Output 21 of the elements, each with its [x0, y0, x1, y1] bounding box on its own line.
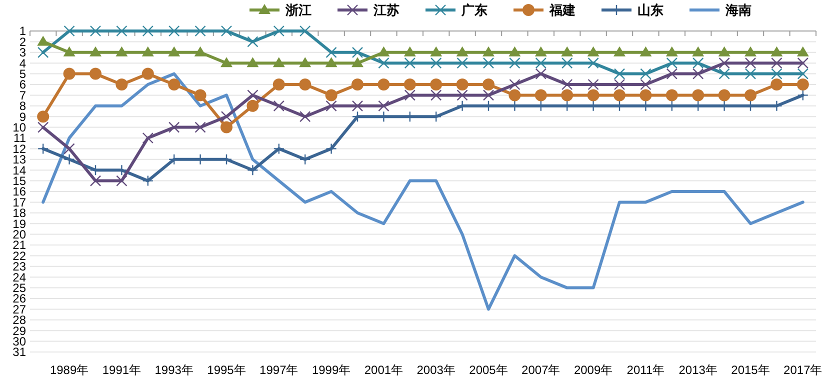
x-tick-label: 2003年 [416, 363, 456, 377]
x-tick-label: 2013年 [678, 363, 718, 377]
legend-label: 山东 [638, 2, 664, 18]
x-tick-label: 2017年 [784, 363, 822, 377]
legend-label: 福建 [548, 2, 576, 18]
x-tick-label: 2009年 [574, 363, 613, 377]
legend-label: 海南 [724, 2, 752, 18]
x-tick-label: 1991年 [102, 363, 142, 377]
x-tick-label: 2015年 [731, 363, 770, 377]
legend-label: 广东 [460, 2, 488, 18]
x-tick-label: 1993年 [154, 363, 194, 377]
x-tick-label: 2007年 [522, 363, 560, 377]
legend-label: 浙江 [284, 2, 312, 18]
x-tick-label: 2005年 [469, 363, 508, 377]
x-tick-label: 1999年 [312, 363, 351, 377]
legend-label: 江苏 [372, 2, 400, 18]
x-tick-label: 1997年 [260, 363, 298, 377]
x-tick-label: 2001年 [364, 363, 404, 377]
x-tick-label: 2011年 [626, 363, 665, 377]
x-tick-label: 1995年 [207, 363, 246, 377]
x-tick-label: 1989年 [50, 363, 89, 377]
